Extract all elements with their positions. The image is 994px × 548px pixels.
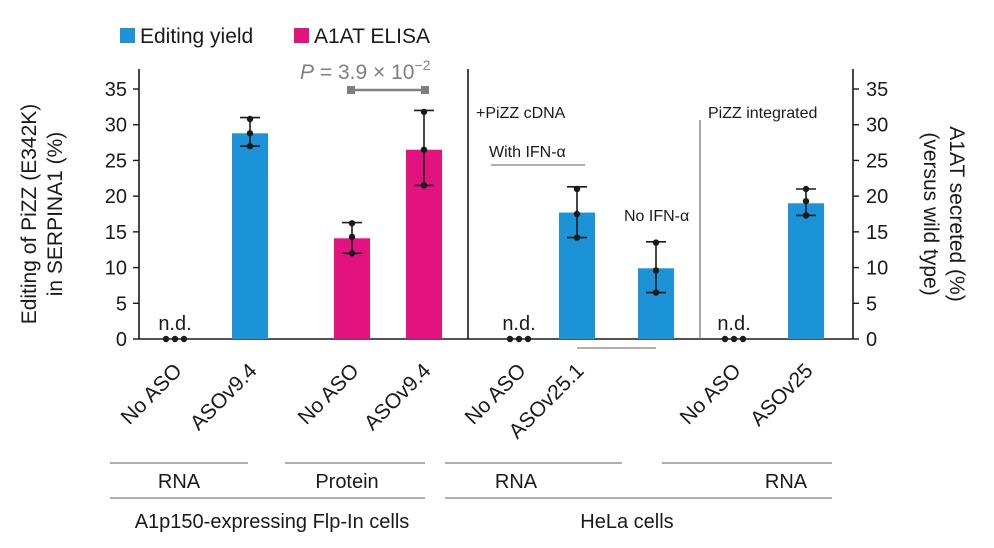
- y-tick-label-right: 0: [866, 329, 877, 351]
- pvalue-bracket-end-left: [347, 86, 355, 94]
- y-tick-label-right: 20: [866, 186, 888, 208]
- bar: [232, 133, 268, 339]
- data-point: [246, 115, 254, 123]
- nd-point: [506, 335, 514, 343]
- data-point: [652, 289, 660, 296]
- data-point: [802, 185, 810, 193]
- data-point: [420, 182, 428, 189]
- y-axis-title-right-line2: (versus wild type): [919, 132, 942, 295]
- y-ticks: 0 0 5 5 10 10 15 15 20 20 25 25 30 30 35 35: [105, 79, 889, 351]
- data-point: [348, 220, 356, 227]
- nd-point: [162, 335, 170, 343]
- y-axis-title-left-line2: in SERPINA1 (%): [44, 132, 67, 297]
- nd-label: n.d.: [502, 313, 535, 335]
- annotation-pizz-integrated: PiZZ integrated: [708, 105, 817, 122]
- x-tick-label: ASOv9.4: [360, 359, 436, 435]
- annotation-with-ifn: With IFN-α: [489, 144, 566, 161]
- nd-point: [739, 335, 747, 343]
- nd-point: [180, 335, 188, 343]
- x-tick-label: No ASO: [676, 359, 746, 429]
- y-tick-label-left: 25: [105, 150, 127, 172]
- y-tick-label-right: 35: [866, 79, 888, 101]
- legend-swatch-elisa: [294, 28, 309, 43]
- data-point: [573, 185, 581, 193]
- x-tick-label: No ASO: [117, 359, 187, 429]
- data-point: [420, 146, 428, 153]
- legend-swatch-editing: [120, 28, 135, 43]
- nd-point: [171, 335, 179, 343]
- data-point: [420, 108, 428, 116]
- nd-label: n.d.: [158, 313, 191, 335]
- data-point: [802, 197, 810, 205]
- group-label-rna1: RNA: [158, 471, 201, 493]
- group-label-flpin: A1p150-expressing Flp-In cells: [135, 511, 410, 533]
- nd-point: [721, 335, 729, 343]
- legend-label-editing: Editing yield: [140, 25, 253, 48]
- y-axis-title-right-line1: A1AT secreted (%): [945, 126, 968, 301]
- annotation-no-ifn: No IFN-α: [624, 208, 689, 225]
- y-tick-label-right: 10: [866, 258, 888, 280]
- y-tick-label-left: 35: [105, 79, 127, 101]
- data-point: [348, 233, 356, 241]
- y-tick-label-left: 20: [105, 186, 127, 208]
- y-tick-label-left: 30: [105, 115, 127, 137]
- bar: [788, 203, 824, 339]
- nd-point: [515, 335, 523, 343]
- x-tick-label: ASOv25: [746, 359, 818, 431]
- data-point: [348, 250, 356, 257]
- data-point: [652, 239, 660, 246]
- data-point: [573, 234, 581, 241]
- y-tick-label-left: 15: [105, 222, 127, 244]
- y-axis-title-left-line1: Editing of PiZZ (E342K): [18, 104, 41, 325]
- nd-point: [524, 335, 532, 343]
- pvalue-label: P = 3.9 × 10−2: [300, 57, 431, 84]
- y-tick-label-right: 15: [866, 222, 888, 244]
- legend-label-elisa: A1AT ELISA: [314, 25, 430, 48]
- group-label-rna3: RNA: [765, 471, 808, 493]
- nd-label: n.d.: [717, 313, 750, 335]
- annotation-pizz-cdna: +PiZZ cDNA: [476, 105, 566, 122]
- pvalue-bracket-end-right: [421, 86, 429, 94]
- group-label-rna2: RNA: [495, 471, 538, 493]
- y-tick-label-left: 5: [116, 293, 127, 315]
- y-tick-label-right: 5: [866, 293, 877, 315]
- data-point: [246, 130, 254, 137]
- bars: n.d. n.d. n.d.: [158, 108, 824, 343]
- y-tick-label-right: 30: [866, 115, 888, 137]
- data-point: [573, 210, 581, 218]
- x-tick-label: No ASO: [294, 359, 364, 429]
- group-label-hela: HeLa cells: [580, 511, 673, 533]
- y-tick-label-left: 10: [105, 258, 127, 280]
- nd-point: [730, 335, 738, 343]
- data-point: [246, 142, 254, 150]
- data-point: [652, 267, 660, 274]
- y-tick-label-left: 0: [116, 329, 127, 351]
- group-label-protein: Protein: [315, 471, 378, 493]
- y-tick-label-right: 25: [866, 150, 888, 172]
- data-point: [802, 212, 810, 219]
- x-tick-label: ASOv9.4: [186, 359, 262, 435]
